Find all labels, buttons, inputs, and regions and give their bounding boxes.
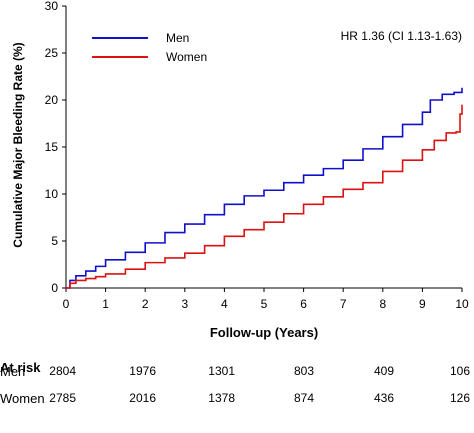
at-risk-cell: 803 [293, 364, 314, 378]
at-risk-cell: 874 [293, 391, 314, 405]
x-tick-label: 2 [142, 297, 149, 311]
x-tick-label: 0 [63, 297, 70, 311]
y-tick-label: 0 [51, 281, 58, 295]
at-risk-cell: 1976 [129, 364, 156, 378]
at-risk-title: At risk [0, 360, 41, 375]
y-tick-label: 10 [45, 187, 59, 201]
chart-area: 0 5 10 15 20 25 30 0 1 2 3 4 5 6 7 8 9 10 Men Women HR 1.… [11, 0, 469, 340]
x-tick-label: 8 [379, 297, 386, 311]
series-line-women [66, 104, 463, 289]
y-tick-label: 20 [45, 93, 59, 107]
y-axis-ticks: 0 5 10 15 20 25 30 [45, 0, 66, 295]
y-axis-label: Cumulative Major Bleeding Rate (%) [11, 42, 25, 247]
at-risk-cell: 2016 [129, 391, 156, 405]
y-tick-label: 5 [51, 234, 58, 248]
at-risk-cell: 436 [373, 391, 394, 405]
x-tick-label: 10 [455, 297, 469, 311]
legend-label-women: Women [166, 50, 207, 64]
at-risk-cell: 1301 [208, 364, 235, 378]
y-tick-label: 15 [45, 140, 59, 154]
at-risk-row-label: Women [0, 391, 45, 406]
y-tick-label: 30 [45, 0, 59, 13]
x-tick-label: 6 [300, 297, 307, 311]
hr-annotation: HR 1.36 (CI 1.13-1.63) [341, 29, 462, 43]
x-tick-label: 4 [221, 297, 228, 311]
at-risk-cell: 2804 [49, 364, 76, 378]
x-axis-ticks: 0 1 2 3 4 5 6 7 8 9 10 [63, 288, 469, 311]
x-axis-label: Follow-up (Years) [210, 325, 318, 340]
x-tick-label: 3 [181, 297, 188, 311]
at-risk-row-men: Men 2804 1976 1301 803 409 106 [0, 364, 474, 382]
plot-frame [65, 6, 462, 289]
at-risk-cell: 106 [449, 364, 470, 378]
x-tick-label: 9 [419, 297, 426, 311]
x-tick-label: 1 [102, 297, 109, 311]
y-tick-label: 25 [45, 46, 59, 60]
x-tick-label: 5 [261, 297, 268, 311]
series-line-men [66, 87, 463, 289]
series-lines [66, 87, 463, 289]
at-risk-row-label: Men [0, 364, 26, 379]
at-risk-cell: 409 [373, 364, 394, 378]
at-risk-cell: 126 [449, 391, 470, 405]
at-risk-row-women: Women 2785 2016 1378 874 436 126 [0, 391, 474, 409]
x-tick-label: 7 [340, 297, 347, 311]
at-risk-cell: 2785 [49, 391, 76, 405]
at-risk-cell: 1378 [208, 391, 235, 405]
legend: Men Women [92, 31, 207, 64]
legend-label-men: Men [166, 31, 189, 45]
